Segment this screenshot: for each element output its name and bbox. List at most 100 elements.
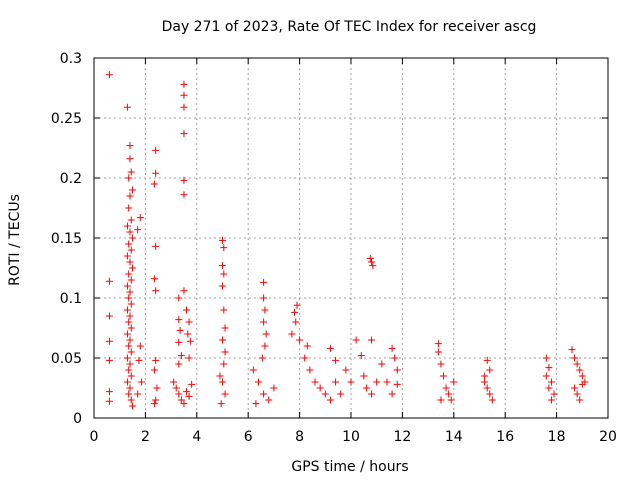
data-point xyxy=(134,390,142,398)
data-point xyxy=(125,318,133,326)
data-point xyxy=(306,366,314,374)
data-point xyxy=(288,330,296,338)
data-point xyxy=(180,130,188,138)
data-point xyxy=(486,390,494,398)
data-point xyxy=(254,378,262,386)
data-point xyxy=(249,366,257,374)
data-point xyxy=(136,342,144,350)
data-point xyxy=(290,308,298,316)
data-point xyxy=(175,316,183,324)
data-point xyxy=(220,360,228,368)
data-point xyxy=(578,372,586,380)
data-point xyxy=(153,384,161,392)
data-point xyxy=(125,366,133,374)
data-point xyxy=(126,288,134,296)
y-axis-label: ROTI / TECUs xyxy=(7,194,23,286)
data-point xyxy=(105,397,113,405)
data-point xyxy=(388,344,396,352)
data-point xyxy=(260,294,268,302)
y-tick-label: 0 xyxy=(73,411,82,427)
data-point xyxy=(129,264,137,272)
data-point xyxy=(447,396,455,404)
data-point xyxy=(123,252,131,260)
data-point xyxy=(123,222,131,230)
data-point xyxy=(150,180,158,188)
data-point xyxy=(127,372,135,380)
data-point xyxy=(388,390,396,398)
data-point xyxy=(219,262,226,270)
data-point xyxy=(220,306,228,314)
data-point xyxy=(450,378,458,386)
y-tick-label: 0.05 xyxy=(51,351,82,367)
data-point xyxy=(105,388,113,396)
data-point xyxy=(488,396,496,404)
data-point xyxy=(180,287,188,295)
data-point xyxy=(219,378,226,386)
data-point xyxy=(221,348,229,356)
x-tick-label: 14 xyxy=(445,429,463,445)
data-point xyxy=(185,354,193,362)
data-point xyxy=(573,360,581,368)
data-point xyxy=(134,226,142,234)
data-point xyxy=(571,354,579,362)
data-point xyxy=(127,246,135,254)
data-point xyxy=(152,356,160,364)
data-point xyxy=(127,324,135,332)
data-point xyxy=(126,360,134,368)
data-point xyxy=(123,330,131,338)
data-point xyxy=(123,306,131,314)
data-point xyxy=(175,338,183,346)
data-point xyxy=(129,234,137,242)
y-tick-label: 0.2 xyxy=(60,171,82,187)
data-point xyxy=(547,378,555,386)
data-point xyxy=(221,324,229,332)
data-point xyxy=(573,390,581,398)
data-point xyxy=(219,236,226,244)
data-point xyxy=(126,192,134,200)
data-point xyxy=(126,258,134,266)
data-point xyxy=(347,378,355,386)
data-point xyxy=(483,356,491,364)
data-point xyxy=(188,380,196,388)
x-tick-label: 2 xyxy=(141,429,150,445)
data-point xyxy=(321,390,329,398)
grid xyxy=(94,58,608,418)
data-point xyxy=(152,146,160,154)
chart-title: Day 271 of 2023, Rate Of TEC Index for r… xyxy=(162,19,537,35)
x-tick-label: 8 xyxy=(295,429,304,445)
data-point xyxy=(260,278,268,286)
x-tick-label: 4 xyxy=(192,429,201,445)
data-point xyxy=(265,396,273,404)
data-point xyxy=(262,330,270,338)
data-point xyxy=(186,337,194,345)
data-point xyxy=(481,378,489,386)
data-point xyxy=(481,372,489,380)
x-axis-label: GPS time / hours xyxy=(291,459,408,475)
data-point xyxy=(445,390,453,398)
x-tick-label: 20 xyxy=(599,429,617,445)
data-point xyxy=(125,390,133,398)
y-tick-label: 0.15 xyxy=(51,231,82,247)
data-point xyxy=(258,354,266,362)
x-tick-label: 10 xyxy=(342,429,360,445)
data-point xyxy=(270,384,278,392)
data-point xyxy=(177,352,185,360)
data-point xyxy=(576,366,584,374)
data-point xyxy=(129,402,137,410)
data-point xyxy=(135,356,143,364)
data-point xyxy=(127,396,135,404)
x-tick-label: 0 xyxy=(90,429,99,445)
data-point xyxy=(127,168,135,176)
data-point xyxy=(105,312,113,320)
data-point xyxy=(434,340,442,348)
data-point xyxy=(180,103,188,111)
data-point xyxy=(105,337,113,345)
data-point xyxy=(437,396,445,404)
data-point xyxy=(261,306,269,314)
data-point xyxy=(578,380,586,388)
data-point xyxy=(252,400,260,408)
y-tick-label: 0.25 xyxy=(51,111,82,127)
data-point xyxy=(547,396,555,404)
data-point xyxy=(123,282,131,290)
data-point xyxy=(217,400,225,408)
